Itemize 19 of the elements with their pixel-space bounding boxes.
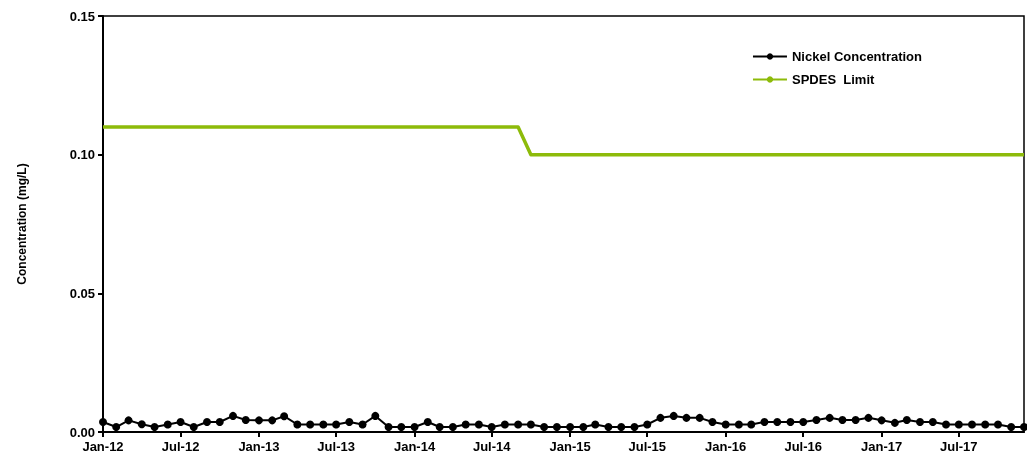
y-tick-label: 0.05 — [69, 285, 95, 301]
x-tick-label: Jul-14 — [472, 439, 512, 454]
x-tick-label: Jan-15 — [549, 439, 591, 454]
x-tick-label: Jan-13 — [238, 439, 280, 454]
legend-label: Nickel Concentration — [791, 49, 923, 64]
x-tick-label: Jul-16 — [784, 439, 823, 454]
x-tick-label: Jul-13 — [317, 439, 355, 454]
x-tick-label: Jan-16 — [705, 439, 747, 454]
x-tick-label: Jan-17 — [861, 439, 903, 454]
y-tick-label: 0.00 — [69, 424, 95, 440]
x-tick-label: Jul-12 — [161, 439, 200, 454]
x-tick-label: Jul-15 — [628, 439, 667, 454]
y-tick-label: 0.10 — [69, 147, 95, 163]
y-axis-title: Concentration (mg/L) — [15, 163, 29, 285]
legend-label: SPDES Limit — [791, 72, 875, 87]
x-tick-label: Jan-12 — [82, 439, 124, 454]
x-tick-label: Jul-17 — [940, 439, 978, 454]
x-tick-label: Jan-14 — [393, 439, 436, 454]
y-tick-label: 0.15 — [69, 8, 95, 24]
